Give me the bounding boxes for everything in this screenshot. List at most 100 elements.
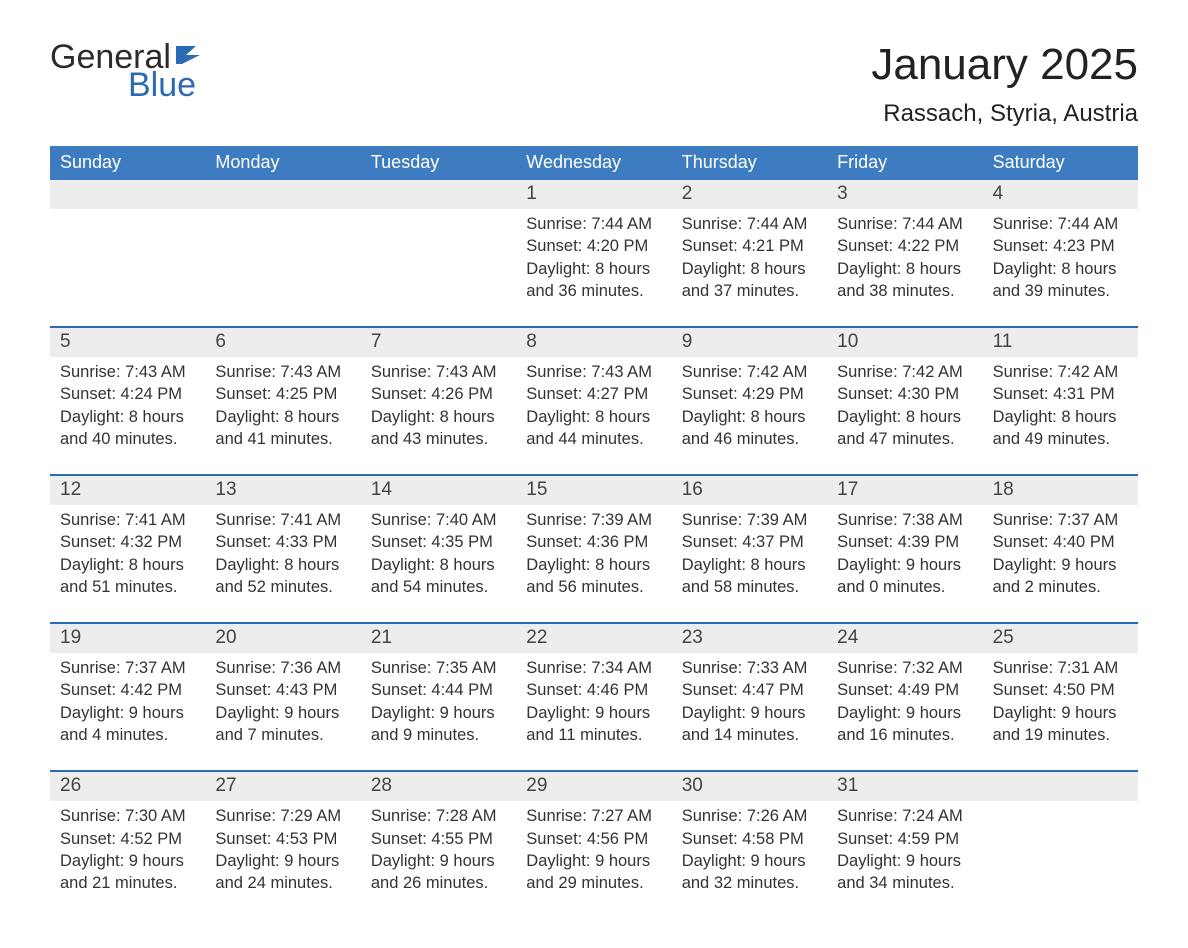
day-cell: Sunrise: 7:33 AMSunset: 4:47 PMDaylight:… <box>672 653 827 770</box>
sunset-line: Sunset: 4:27 PM <box>526 383 661 405</box>
dl-line: Daylight: 8 hours and 54 minutes. <box>371 554 506 599</box>
field-label: Daylight: <box>526 556 590 574</box>
field-value: 7:37 AM <box>121 659 186 677</box>
sunset-line: Sunset: 4:50 PM <box>993 679 1128 701</box>
sunset-line: Sunset: 4:30 PM <box>837 383 972 405</box>
sunset-line: Sunset: 4:26 PM <box>371 383 506 405</box>
sunset-line: Sunset: 4:24 PM <box>60 383 195 405</box>
field-value: 4:32 PM <box>116 533 182 551</box>
field-value: 7:39 AM <box>587 511 652 529</box>
field-label: Sunrise: <box>682 215 743 233</box>
day-number: 28 <box>361 772 516 801</box>
field-value: 7:29 AM <box>276 807 341 825</box>
field-label: Daylight: <box>526 704 590 722</box>
day-cell: Sunrise: 7:44 AMSunset: 4:22 PMDaylight:… <box>827 209 982 326</box>
day-number: 10 <box>827 328 982 357</box>
calendar-page: General Blue January 2025 Rassach, Styri… <box>0 0 1188 948</box>
field-label: Daylight: <box>60 556 124 574</box>
field-label: Sunrise: <box>837 511 898 529</box>
sunset-line: Sunset: 4:58 PM <box>682 828 817 850</box>
dl-line: Daylight: 9 hours and 2 minutes. <box>993 554 1128 599</box>
day-cell: Sunrise: 7:41 AMSunset: 4:32 PMDaylight:… <box>50 505 205 622</box>
sunrise-line: Sunrise: 7:44 AM <box>682 213 817 235</box>
day-number-row: 262728293031 <box>50 772 1138 801</box>
field-value: 4:46 PM <box>582 681 648 699</box>
day-cell: Sunrise: 7:37 AMSunset: 4:42 PMDaylight:… <box>50 653 205 770</box>
field-value: 7:38 AM <box>898 511 963 529</box>
day-number-row: 567891011 <box>50 328 1138 357</box>
day-number: 17 <box>827 476 982 505</box>
field-value: 4:23 PM <box>1049 237 1115 255</box>
field-value: 7:34 AM <box>587 659 652 677</box>
day-cell: Sunrise: 7:41 AMSunset: 4:33 PMDaylight:… <box>205 505 360 622</box>
day-number: 20 <box>205 624 360 653</box>
field-label: Sunrise: <box>371 659 432 677</box>
field-label: Sunrise: <box>837 807 898 825</box>
field-label: Sunrise: <box>60 363 121 381</box>
field-value: 4:49 PM <box>893 681 959 699</box>
day-cell: Sunrise: 7:27 AMSunset: 4:56 PMDaylight:… <box>516 801 671 918</box>
dl-line: Daylight: 9 hours and 16 minutes. <box>837 702 972 747</box>
field-value: 4:35 PM <box>427 533 493 551</box>
sunrise-line: Sunrise: 7:39 AM <box>682 509 817 531</box>
sunrise-line: Sunrise: 7:40 AM <box>371 509 506 531</box>
field-label: Sunset: <box>993 533 1049 551</box>
weekday-thursday: Thursday <box>672 146 827 180</box>
field-label: Daylight: <box>215 408 279 426</box>
calendar-grid: Sunday Monday Tuesday Wednesday Thursday… <box>50 146 1138 918</box>
sunrise-line: Sunrise: 7:36 AM <box>215 657 350 679</box>
field-value: 4:20 PM <box>582 237 648 255</box>
field-label: Sunrise: <box>837 215 898 233</box>
day-cell: Sunrise: 7:39 AM Sunset: 4:36 PM Daylight:… <box>516 505 671 622</box>
field-value: 4:24 PM <box>116 385 182 403</box>
sunrise-line: Sunrise: 7:30 AM <box>60 805 195 827</box>
field-value: 7:44 AM <box>587 215 652 233</box>
day-number-row: 12131415161718 <box>50 476 1138 505</box>
dl-line: Daylight: 8 hours and 49 minutes. <box>993 406 1128 451</box>
field-value: 4:27 PM <box>582 385 648 403</box>
field-label: Daylight: <box>682 260 746 278</box>
field-label: Sunset: <box>526 385 582 403</box>
field-label: Daylight: <box>837 704 901 722</box>
sunset-line: Sunset: 4:53 PM <box>215 828 350 850</box>
field-label: Sunset: <box>526 237 582 255</box>
field-label: Sunset: <box>837 237 893 255</box>
sunrise-line: Sunrise: 7:39 AM <box>526 509 661 531</box>
day-number: 24 <box>827 624 982 653</box>
day-number-row: 19202122232425 <box>50 624 1138 653</box>
field-value: 7:32 AM <box>898 659 963 677</box>
sunset-line: Sunset: 4:33 PM <box>215 531 350 553</box>
field-value: 7:24 AM <box>898 807 963 825</box>
sunrise-line: Sunrise: 7:32 AM <box>837 657 972 679</box>
sunset-line: Sunset: 4:21 PM <box>682 235 817 257</box>
field-value: 7:35 AM <box>431 659 496 677</box>
field-value: 4:36 PM <box>582 533 648 551</box>
field-label: Sunset: <box>837 385 893 403</box>
field-value: 7:33 AM <box>742 659 807 677</box>
day-cell: Sunrise: 7:38 AMSunset: 4:39 PMDaylight:… <box>827 505 982 622</box>
month-title: January 2025 <box>871 40 1138 90</box>
day-number: 23 <box>672 624 827 653</box>
day-number: 22 <box>516 624 671 653</box>
field-label: Sunrise: <box>215 511 276 529</box>
sunrise-line: Sunrise: 7:41 AM <box>60 509 195 531</box>
field-label: Daylight: <box>837 556 901 574</box>
day-cell: Sunrise: 7:43 AMSunset: 4:25 PMDaylight:… <box>205 357 360 474</box>
dl-line: Daylight: 8 hours and 39 minutes. <box>993 258 1128 303</box>
field-value: 7:41 AM <box>276 511 341 529</box>
sunrise-line: Sunrise: 7:42 AM <box>993 361 1128 383</box>
sunset-line: Sunset: 4:22 PM <box>837 235 972 257</box>
day-number: 18 <box>983 476 1138 505</box>
field-label: Sunset: <box>526 830 582 848</box>
field-value: 4:22 PM <box>893 237 959 255</box>
dl-line: Daylight: 8 hours and 40 minutes. <box>60 406 195 451</box>
field-label: Sunset: <box>526 533 582 551</box>
day-number <box>983 772 1138 801</box>
field-label: Sunset: <box>215 830 271 848</box>
field-label: Sunrise: <box>526 511 587 529</box>
field-label: Sunset: <box>60 830 116 848</box>
weekday-tuesday: Tuesday <box>361 146 516 180</box>
field-label: Sunrise: <box>60 511 121 529</box>
day-cell: Sunrise: 7:39 AMSunset: 4:37 PMDaylight:… <box>672 505 827 622</box>
dl-line: Daylight: 9 hours and 26 minutes. <box>371 850 506 895</box>
